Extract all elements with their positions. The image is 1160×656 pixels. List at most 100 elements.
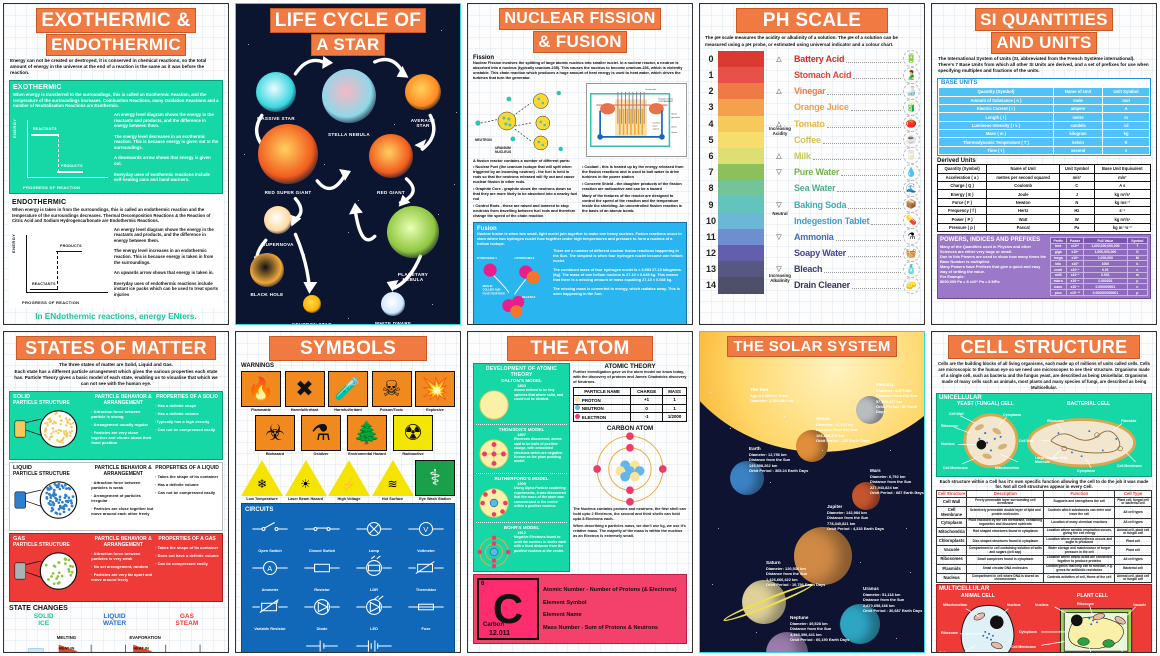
element-callout: Atomic Number - Number of Protons (& Ele… — [543, 587, 683, 594]
fission-parts-intro: A fission reactor contains a number of d… — [473, 159, 687, 164]
star-dot — [324, 164, 325, 165]
ph-leader-line — [851, 103, 901, 111]
star-label: BLACK HOLE — [250, 292, 283, 297]
fusion-section: Fusion Nuclear fusion is when two small,… — [473, 222, 687, 325]
cell-intro: Cells are the building blocks of all liv… — [936, 359, 1152, 392]
si-derived-header: Quantity (Symbol) — [938, 165, 987, 173]
endo-bullet: An energy level diagram shows the energy… — [114, 227, 220, 244]
si-cell: Force ( F ) — [938, 198, 987, 206]
ph-leader-line — [827, 87, 901, 95]
cell-table-cell: Animal cell, plant cell or fungal cell — [1115, 527, 1152, 536]
exothermic-text: When energy is transferred to the surrou… — [13, 92, 219, 109]
ph-substance-icon: 🧴 — [903, 261, 920, 278]
si-cell: Length ( l ) — [939, 113, 1054, 121]
plant-label: Vacuole — [1133, 603, 1146, 607]
si-cell: Pressure ( p ) — [938, 223, 987, 231]
circuit-symbol: Battery — [349, 633, 399, 653]
cell-table-cell: Animal cell, plant cell or fungal cell — [1115, 574, 1152, 583]
ammeter-icon: A — [248, 555, 292, 581]
fission-title-line2: & FUSION — [533, 31, 627, 52]
hazard-label: Harmful/Irritant — [285, 408, 325, 412]
hazard-symbol: 💥 Explosive — [415, 371, 455, 412]
cell-table-row: Chloroplasts Disc shaped structures found… — [937, 537, 1152, 546]
plant-label: Ribosome — [1077, 602, 1094, 606]
planet-label: Uranus Diameter: 51,118 km Distance from t… — [863, 586, 922, 613]
circuit-label: Lamp — [349, 548, 399, 553]
star-body-average-star — [405, 74, 441, 110]
bacterial-label: Cell Wall — [1019, 439, 1033, 443]
theory-text: Further investigation gave us the atom m… — [573, 370, 687, 385]
ph-value: 11 — [704, 232, 718, 242]
star-body-red-giant — [369, 134, 413, 178]
particle-dot-icon — [575, 405, 580, 410]
hazard-symbol: 🌲 Enviromental Hazard — [347, 415, 387, 456]
star-title: LIFE CYCLE OF A STAR — [236, 8, 460, 56]
ph-title: PH SCALE — [736, 8, 888, 33]
bacterial-label: Cell Membrane — [1117, 464, 1142, 468]
warning-triangle: ❄ Low Temperature — [241, 460, 283, 501]
ph-color-swatch — [718, 245, 764, 261]
svg-text:NUCLEI: NUCLEI — [483, 284, 493, 288]
bacterial-label: Ribosome — [1047, 419, 1064, 423]
ph-color-swatch — [718, 229, 764, 245]
ph-leader-line — [841, 168, 901, 176]
particle-mass: 1 — [663, 404, 687, 413]
fission-title: NUCLEAR FISSION & FUSION — [473, 8, 687, 53]
hazard-symbol: ☣ Biohazard — [255, 415, 295, 456]
cell-table-cell: All cell types — [1115, 518, 1152, 527]
ph-substance: Drain Cleaner — [794, 280, 850, 290]
si-cell: candela — [1053, 121, 1102, 129]
star-title-line2: A STAR — [311, 34, 384, 55]
svg-text:CONTAINMENT: CONTAINMENT — [658, 100, 674, 103]
fission-chain-diagram: NEUTRON URANIUM NUCLEUS — [473, 83, 583, 157]
bacterial-label: Plasmids — [1121, 419, 1136, 423]
particle-header: MASS — [663, 388, 687, 396]
cell-table-cell: Selectively permeable double layer of li… — [967, 507, 1044, 518]
cell-table-header: Function — [1044, 491, 1115, 498]
cell-table-cell: Plant cell — [1115, 546, 1152, 555]
yeast-label: Nucleus — [941, 442, 955, 446]
si-intro: The International System of Units (SI, a… — [937, 54, 1151, 77]
yeast-label: Cytoplasm — [1003, 413, 1021, 417]
yeast-title: YEAST (FUNGAL) CELL — [957, 401, 1014, 407]
exo-bullet: The energy level decreases in an exother… — [114, 134, 219, 151]
element-callouts: Atomic Number - Number of Protons (& Ele… — [543, 587, 683, 632]
cell-table-cell: Small complexes found in cytoplasm — [967, 555, 1044, 564]
hazard-label: Enviromental Hazard — [347, 452, 387, 456]
star-dot — [244, 154, 245, 155]
yeast-label: Cell Wall — [949, 412, 963, 416]
ph-value: 3 — [704, 102, 718, 112]
fission-parts-right: • Coolant - this is heated up by the ene… — [582, 165, 687, 219]
star-body-black-hole — [250, 253, 284, 287]
ph-value: 10 — [704, 216, 718, 226]
cell-table-header: Cell Type — [1115, 491, 1152, 498]
star-dot — [456, 112, 457, 113]
behavior-item: · Particles are very far apart and move … — [91, 572, 155, 582]
behavior-item: · Arrangement usually regular — [91, 422, 155, 427]
ph-substance-icon: 🧺 — [903, 245, 920, 262]
si-cell: kelvin — [1053, 138, 1102, 146]
endothermic-text: When energy is taken in from the surroun… — [12, 207, 220, 224]
hazard-label: Biohazard — [255, 452, 295, 456]
si-cell: J — [1060, 190, 1095, 198]
behavior-item: · Arrangement of particles irregular — [91, 493, 155, 503]
ph-value: 12 — [704, 248, 718, 258]
si-cell: C — [1060, 181, 1095, 189]
si-base-row: Mass ( m ) kilogram kg — [939, 130, 1150, 138]
cell-table-cell: Location of many chemical reactions — [1044, 518, 1115, 527]
star-dot — [394, 124, 395, 125]
cell-table-header: Cell Structure — [937, 491, 967, 498]
exo-footer: In ENdothermic reactions, energy ENters.… — [9, 311, 223, 325]
si-cell: Frequency ( f ) — [938, 207, 987, 215]
fission-lbl-neutron: NEUTRON — [475, 138, 492, 142]
endo-bullet: Everyday uses of endothermic reactions i… — [114, 281, 220, 298]
solar-star-dot — [712, 584, 713, 585]
ph-row: 13 ▽ Bleach 🧴 — [704, 261, 920, 277]
star-body-neutron-star — [303, 295, 321, 313]
property-item: · Can not be compressed easily — [155, 427, 219, 432]
model-text: Using Alpha Particle scattering experime… — [514, 486, 567, 508]
warning-triangle: ⚡ High Voltage — [328, 460, 370, 501]
hazard-symbol: ✖ Harmful/Irritant — [285, 371, 325, 412]
cell-table-cell: All cell types — [1115, 555, 1152, 564]
si-base-header: Quantity (Symbol) — [939, 88, 1054, 96]
